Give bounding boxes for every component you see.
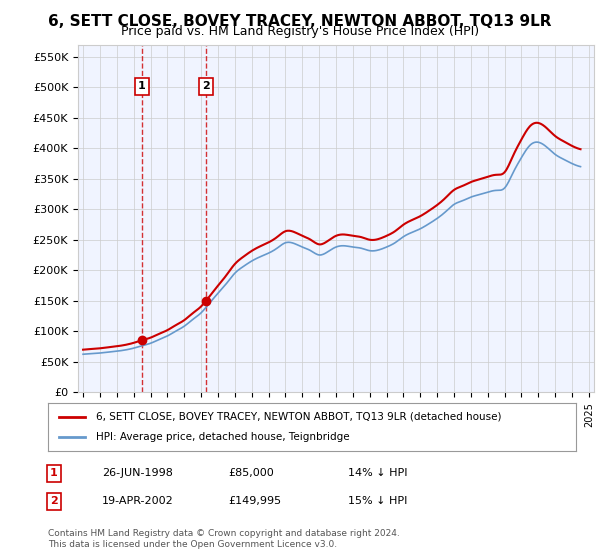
Text: 6, SETT CLOSE, BOVEY TRACEY, NEWTON ABBOT, TQ13 9LR (detached house): 6, SETT CLOSE, BOVEY TRACEY, NEWTON ABBO… xyxy=(95,412,501,422)
Text: 26-JUN-1998: 26-JUN-1998 xyxy=(102,468,173,478)
Text: 2: 2 xyxy=(50,496,58,506)
Text: £85,000: £85,000 xyxy=(228,468,274,478)
Text: 15% ↓ HPI: 15% ↓ HPI xyxy=(348,496,407,506)
Text: HPI: Average price, detached house, Teignbridge: HPI: Average price, detached house, Teig… xyxy=(95,432,349,442)
Text: Price paid vs. HM Land Registry's House Price Index (HPI): Price paid vs. HM Land Registry's House … xyxy=(121,25,479,38)
Text: £149,995: £149,995 xyxy=(228,496,281,506)
Text: 1: 1 xyxy=(50,468,58,478)
Text: Contains HM Land Registry data © Crown copyright and database right 2024.
This d: Contains HM Land Registry data © Crown c… xyxy=(48,529,400,549)
Text: 1: 1 xyxy=(138,81,146,91)
Text: 6, SETT CLOSE, BOVEY TRACEY, NEWTON ABBOT, TQ13 9LR: 6, SETT CLOSE, BOVEY TRACEY, NEWTON ABBO… xyxy=(48,14,552,29)
Text: 19-APR-2002: 19-APR-2002 xyxy=(102,496,174,506)
Text: 2: 2 xyxy=(202,81,210,91)
Text: 14% ↓ HPI: 14% ↓ HPI xyxy=(348,468,407,478)
